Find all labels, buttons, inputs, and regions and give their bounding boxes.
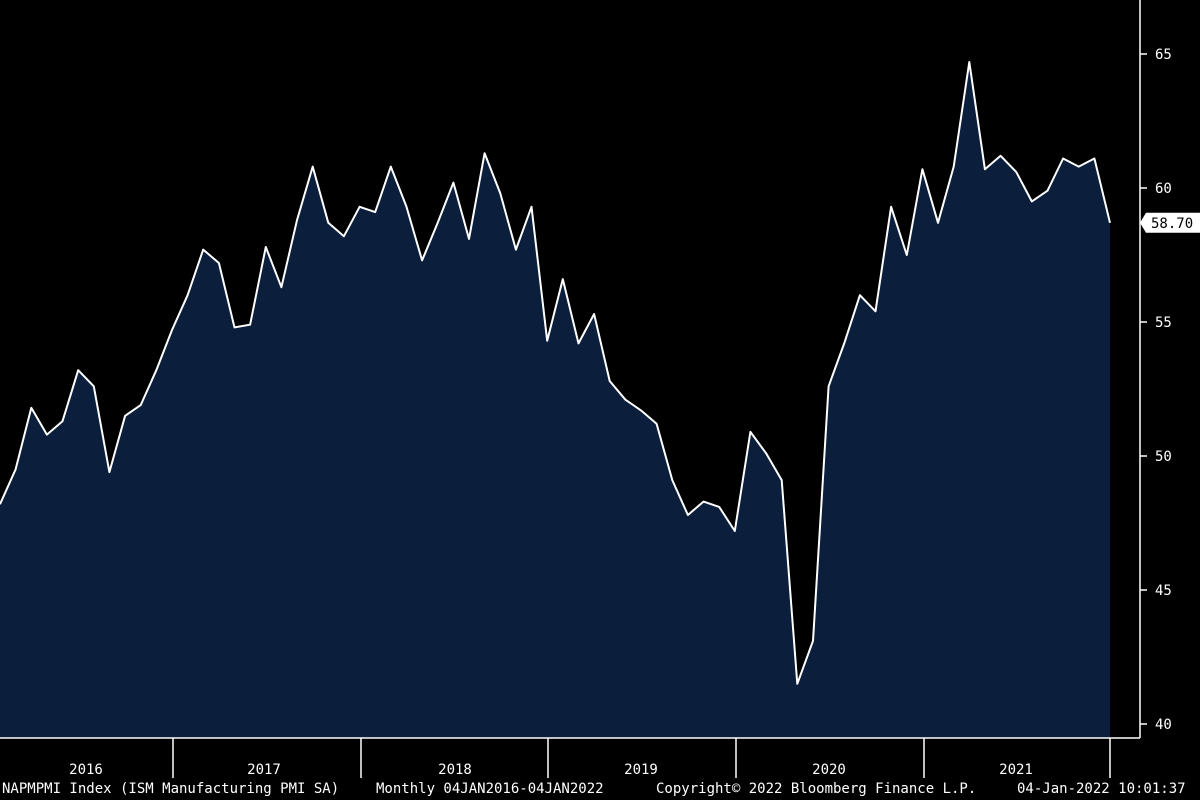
last-value-label: 58.70 (1151, 216, 1193, 232)
footer-copyright: Copyright© 2022 Bloomberg Finance L.P. (656, 781, 977, 797)
series-line (0, 61, 1111, 685)
x-tick-label: 2020 (812, 762, 846, 778)
footer-ticker: NAPMPMI Index (ISM Manufacturing PMI SA) (2, 781, 340, 797)
y-tick-label: 55 (1155, 315, 1172, 331)
x-tick-label: 2018 (438, 762, 472, 778)
axis-layer: 40 45 50 55 60 65 2016 2017 2018 2019 2020 2021 (0, 0, 1172, 778)
x-tick-label: 2021 (999, 762, 1033, 778)
y-tick-label: 65 (1155, 47, 1172, 63)
area-layer (0, 61, 1111, 738)
footer-range: Monthly 04JAN2016-04JAN2022 (376, 781, 604, 797)
x-tick-label: 2017 (247, 762, 281, 778)
y-tick-label: 40 (1155, 717, 1172, 733)
last-value-box (1140, 212, 1200, 233)
label-layer: 58.70 (1140, 212, 1200, 233)
footer-timestamp: 04-Jan-2022 10:01:37 (1017, 781, 1186, 797)
y-tick-label: 60 (1155, 181, 1172, 197)
footer-bar: NAPMPMI Index (ISM Manufacturing PMI SA)… (0, 779, 1200, 800)
series-area (0, 62, 1110, 738)
y-tick-label: 50 (1155, 449, 1172, 465)
y-tick-label: 45 (1155, 583, 1172, 599)
x-tick-label: 2016 (69, 762, 103, 778)
x-tick-label: 2019 (624, 762, 658, 778)
